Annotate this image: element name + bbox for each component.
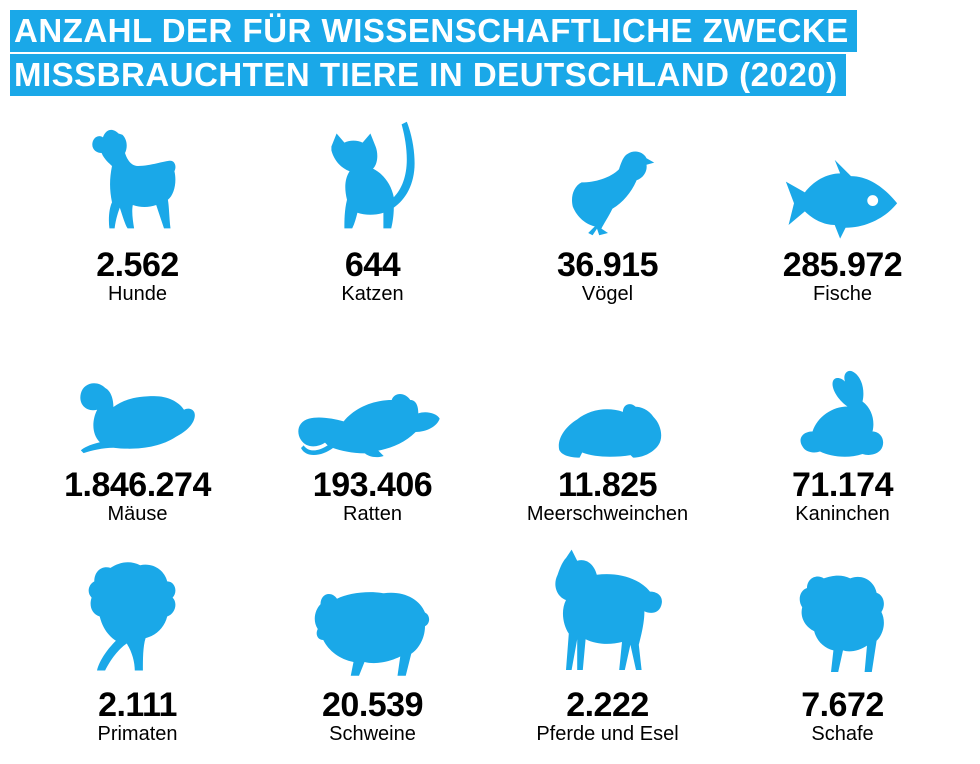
title-line-1: ANZAHL DER FÜR WISSENSCHAFTLICHE ZWECKE xyxy=(10,10,857,52)
count-horse: 2.222 xyxy=(566,688,649,722)
label-pig: Schweine xyxy=(329,724,416,744)
cat-icon xyxy=(255,98,490,248)
cell-guineapig: 11.825 Meerschweinchen xyxy=(490,318,725,538)
cell-rat: 193.406 Ratten xyxy=(255,318,490,538)
count-fish: 285.972 xyxy=(783,248,902,282)
count-rat: 193.406 xyxy=(313,468,432,502)
label-guineapig: Meerschweinchen xyxy=(527,504,688,524)
bird-icon xyxy=(490,98,725,248)
primate-icon xyxy=(20,538,255,688)
label-dog: Hunde xyxy=(108,284,167,304)
label-mouse: Mäuse xyxy=(107,504,167,524)
count-guineapig: 11.825 xyxy=(558,468,657,502)
pig-icon xyxy=(255,538,490,688)
count-primate: 2.111 xyxy=(98,688,177,722)
rabbit-icon xyxy=(725,318,960,468)
mouse-icon xyxy=(20,318,255,468)
label-rat: Ratten xyxy=(343,504,402,524)
cell-horse: 2.222 Pferde und Esel xyxy=(490,538,725,758)
animal-grid: 2.562 Hunde 644 Katzen 36.915 Vögel 285.… xyxy=(0,98,980,758)
cell-mouse: 1.846.274 Mäuse xyxy=(20,318,255,538)
label-rabbit: Kaninchen xyxy=(795,504,890,524)
label-cat: Katzen xyxy=(341,284,403,304)
horse-icon xyxy=(490,538,725,688)
title-line-2: MISSBRAUCHTEN TIERE IN DEUTSCHLAND (2020… xyxy=(10,54,846,96)
title-block: ANZAHL DER FÜR WISSENSCHAFTLICHE ZWECKE … xyxy=(0,0,980,98)
label-horse: Pferde und Esel xyxy=(536,724,678,744)
label-bird: Vögel xyxy=(582,284,633,304)
count-pig: 20.539 xyxy=(322,688,423,722)
count-sheep: 7.672 xyxy=(801,688,884,722)
cell-cat: 644 Katzen xyxy=(255,98,490,318)
cell-fish: 285.972 Fische xyxy=(725,98,960,318)
cell-sheep: 7.672 Schafe xyxy=(725,538,960,758)
dog-icon xyxy=(20,98,255,248)
count-cat: 644 xyxy=(345,248,400,282)
count-bird: 36.915 xyxy=(557,248,658,282)
fish-icon xyxy=(725,98,960,248)
label-primate: Primaten xyxy=(97,724,177,744)
cell-bird: 36.915 Vögel xyxy=(490,98,725,318)
count-dog: 2.562 xyxy=(96,248,179,282)
guineapig-icon xyxy=(490,318,725,468)
sheep-icon xyxy=(725,538,960,688)
label-sheep: Schafe xyxy=(811,724,873,744)
cell-pig: 20.539 Schweine xyxy=(255,538,490,758)
count-rabbit: 71.174 xyxy=(792,468,893,502)
cell-dog: 2.562 Hunde xyxy=(20,98,255,318)
count-mouse: 1.846.274 xyxy=(64,468,211,502)
cell-primate: 2.111 Primaten xyxy=(20,538,255,758)
rat-icon xyxy=(255,318,490,468)
label-fish: Fische xyxy=(813,284,872,304)
cell-rabbit: 71.174 Kaninchen xyxy=(725,318,960,538)
